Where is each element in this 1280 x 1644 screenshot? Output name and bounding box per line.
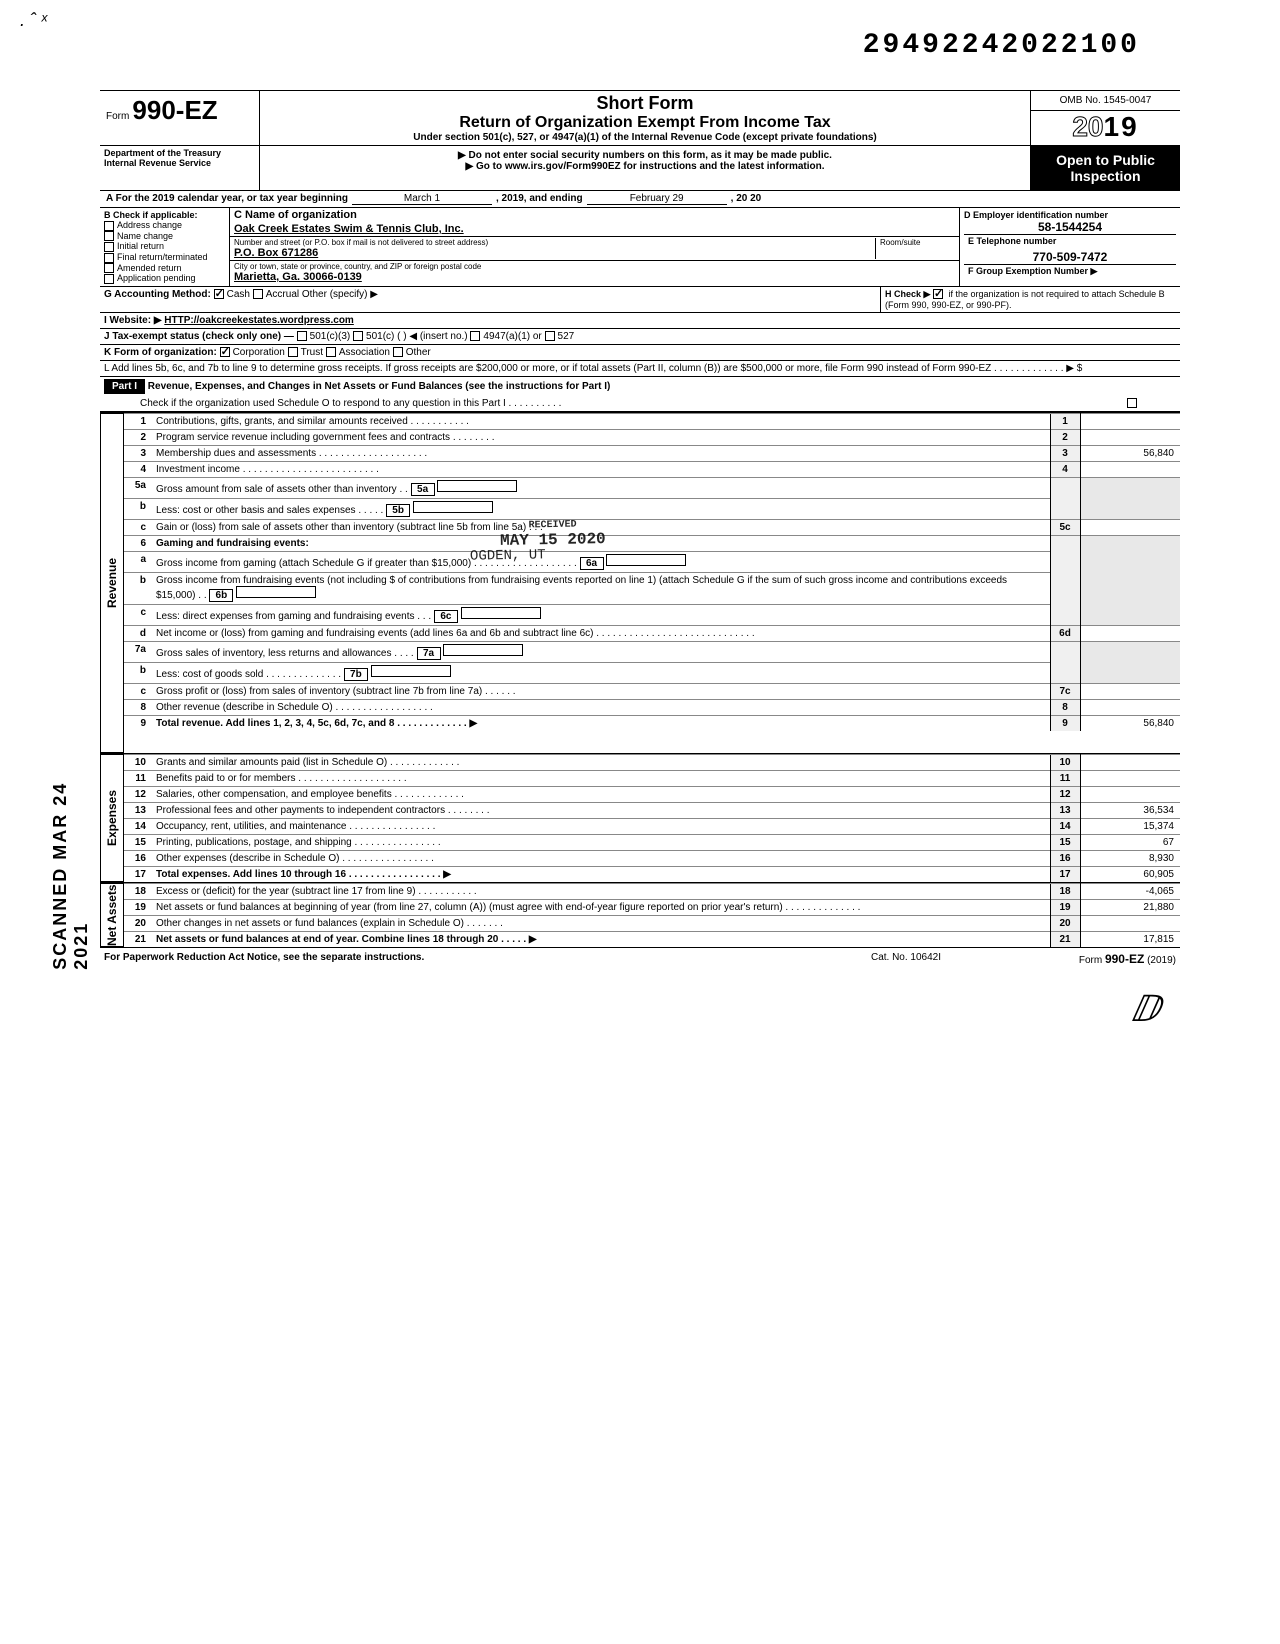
phone: 770-509-7472 [964,250,1176,264]
footer-right: Form 990-EZ (2019) [996,952,1176,966]
chk-h[interactable] [933,289,943,299]
box-d-label: D Employer identification number [964,210,1176,220]
omb-number: OMB No. 1545-0047 [1031,91,1180,111]
website: HTTP://oakcreekestates.wordpress.com [164,315,354,326]
box-k: K Form of organization: Corporation Trus… [100,344,1180,360]
revenue-table: 1Contributions, gifts, grants, and simil… [124,413,1180,731]
footer-mid: Cat. No. 10642I [816,952,996,966]
box-h: H Check ▶ if the organization is not req… [880,287,1180,312]
box-i: I Website: ▶ HTTP://oakcreekestates.word… [100,312,1180,328]
box-g: G Accounting Method: Cash Accrual Other … [100,287,880,312]
form-prefix: Form [106,111,129,122]
footer-left: For Paperwork Reduction Act Notice, see … [104,952,816,966]
box-b: B Check if applicable: Address change Na… [100,208,230,286]
chk-addr[interactable] [104,221,114,231]
chk-501c[interactable] [353,331,363,341]
chk-part1-schO[interactable] [1127,398,1137,408]
chk-other[interactable] [393,347,403,357]
city: Marietta, Ga. 30066-0139 [234,271,955,283]
box-j: J Tax-exempt status (check only one) — 5… [100,328,1180,344]
header-row-2: Department of the Treasury Internal Reve… [100,145,1180,190]
scribble-mark: . ˆ ˣ [20,10,47,31]
part1-check-row: Check if the organization used Schedule … [100,396,1180,411]
line-a-label: A For the 2019 calendar year, or tax yea… [106,193,348,205]
expenses-table: 10Grants and similar amounts paid (list … [124,754,1180,882]
date-stamp: RECEIVED MAY 15 2020 [500,519,606,550]
ogden-stamp: OGDEN, UT [470,547,546,564]
right-col: D Employer identification number 58-1544… [960,208,1180,286]
instructions-cell: ▶ Do not enter social security numbers o… [260,146,1030,190]
side-expenses: Expenses [100,754,124,882]
room-label: Room/suite [875,238,955,259]
org- name: Oak Creek Estates Swim & Tennis Club, In… [230,222,959,236]
chk-cash[interactable] [214,289,224,299]
box-l: L Add lines 5b, 6c, and 7b to line 9 to … [100,360,1180,376]
title-cell: Short Form Return of Organization Exempt… [260,91,1030,145]
part1-label: Part I [104,379,145,394]
chk-trust[interactable] [288,347,298,357]
street-label: Number and street (or P.O. box if mail i… [234,238,875,247]
form-number-cell: Form 990-EZ [100,91,260,145]
netassets-table: 18Excess or (deficit) for the year (subt… [124,883,1180,947]
chk-init[interactable] [104,242,114,252]
side-labels: Revenue [100,413,124,753]
dept-cell: Department of the Treasury Internal Reve… [100,146,260,190]
warn2: ▶ Go to www.irs.gov/Form990EZ for instru… [264,161,1026,172]
open-public: Open to Public Inspection [1030,146,1180,190]
form-number: 990-EZ [132,95,217,125]
chk-name[interactable] [104,231,114,241]
tax-year: 20201919 [1031,111,1180,143]
year-cell: OMB No. 1545-0047 20201919 [1030,91,1180,145]
part1-title: Revenue, Expenses, and Changes in Net As… [148,381,611,392]
footer: For Paperwork Reduction Act Notice, see … [100,947,1180,970]
side-revenue: Revenue [100,413,124,753]
entity-block: B Check if applicable: Address change Na… [100,207,1180,286]
scanned-stamp: SCANNED MAR 24 2021 [50,740,92,970]
form-header: Form 990-EZ Short Form Return of Organiz… [100,90,1180,145]
chk-corp[interactable] [220,347,230,357]
row-gh: G Accounting Method: Cash Accrual Other … [100,286,1180,312]
period-endyear: , 20 20 [731,193,762,205]
chk-amend[interactable] [104,263,114,273]
initial-mark: ⅅ [1131,988,1160,1030]
netassets-grid: Net Assets 18Excess or (deficit) for the… [100,882,1180,947]
chk-accrual[interactable] [253,289,263,299]
short-form-label: Short Form [268,93,1022,114]
chk-final[interactable] [104,253,114,263]
expenses-grid: Expenses 10Grants and similar amounts pa… [100,753,1180,882]
lines-grid: Revenue 1Contributions, gifts, grants, a… [100,411,1180,753]
box-c: C Name of organization Oak Creek Estates… [230,208,960,286]
city-label: City or town, state or province, country… [234,262,955,271]
warn1: ▶ Do not enter social security numbers o… [264,150,1026,161]
chk-4947[interactable] [470,331,480,341]
chk-app[interactable] [104,274,114,284]
chk-assoc[interactable] [326,347,336,357]
box-f-label: F Group Exemption Number ▶ [964,264,1176,280]
box-e-label: E Telephone number [964,234,1176,250]
part1-header-row: Part I Revenue, Expenses, and Changes in… [100,376,1180,396]
period-mid: , 2019, and ending [496,193,583,205]
box-b-title: B Check if applicable: [104,210,225,220]
chk-501c3[interactable] [297,331,307,341]
form-page: 29492242022100 . ˆ ˣ Form 990-EZ Short F… [100,20,1180,970]
ein: 58-1544254 [964,220,1176,234]
side-netassets: Net Assets [100,883,124,947]
subtitle: Under section 501(c), 527, or 4947(a)(1)… [268,132,1022,143]
street: P.O. Box 671286 [234,247,875,259]
period-end: February 29 [587,193,727,205]
dln-number: 29492242022100 [863,30,1140,61]
box-c-label: C Name of organization [234,209,357,221]
main-title: Return of Organization Exempt From Incom… [268,114,1022,132]
line-a: A For the 2019 calendar year, or tax yea… [100,190,1180,207]
chk-527[interactable] [545,331,555,341]
period-begin: March 1 [352,193,492,205]
